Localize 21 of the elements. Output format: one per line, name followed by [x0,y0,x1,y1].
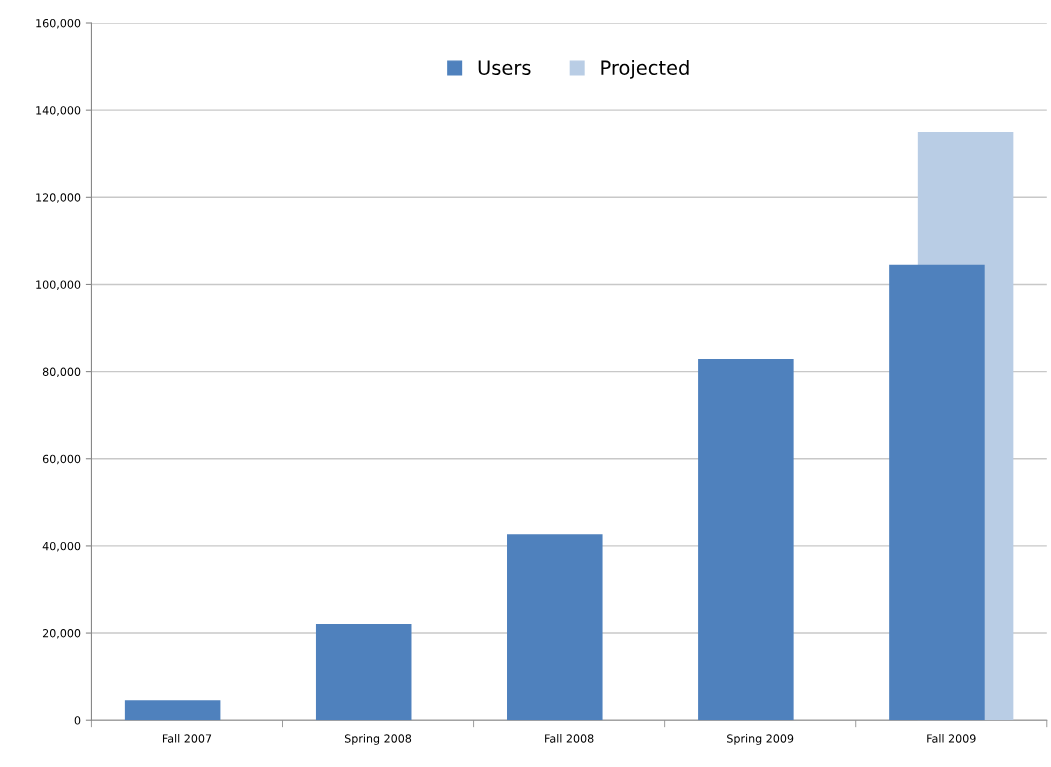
y-tick-label: 40,000 [42,541,81,552]
y-tick-label: 80,000 [42,367,81,378]
y-tick-label: 0 [74,716,81,725]
x-tick-label: Spring 2008 [344,734,412,745]
bar [889,264,985,721]
legend-label: Users [478,60,531,76]
x-tick-label: Fall 2007 [162,734,212,743]
x-tick-label: Fall 2008 [545,734,594,743]
y-tick-label: 20,000 [42,629,81,639]
y-tick-label: 140,000 [36,106,81,116]
x-tick-label: Spring 2009 [727,734,794,745]
y-tick-label: 100,000 [36,280,81,290]
bar [315,623,412,721]
bar [698,358,794,721]
y-tick-label: 120,000 [36,193,81,203]
y-tick-label: 60,000 [42,454,81,465]
bar [124,700,221,721]
bar [507,534,603,721]
legend-label: Projected [601,59,689,79]
x-tick-label: Fall 2009 [927,734,976,743]
y-tick-label: 160,000 [36,18,81,29]
